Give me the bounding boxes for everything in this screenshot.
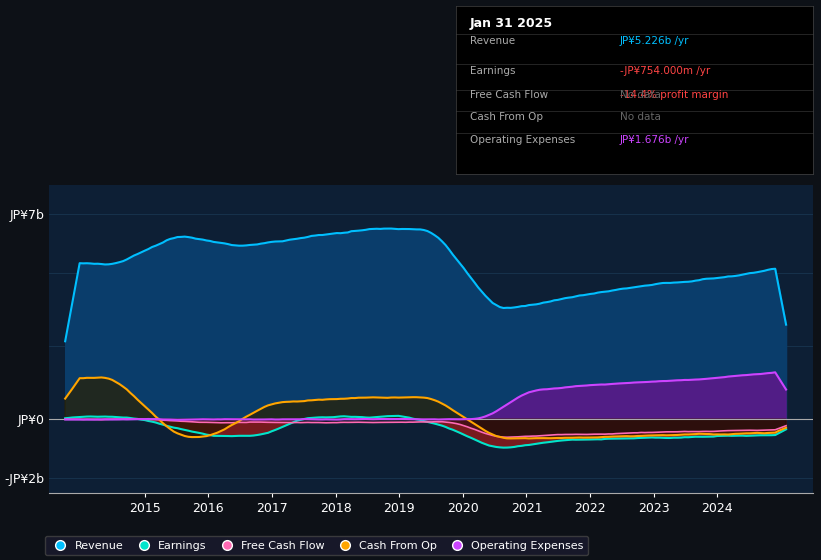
Text: Free Cash Flow: Free Cash Flow — [470, 90, 548, 100]
Text: JP¥1.676b /yr: JP¥1.676b /yr — [620, 135, 690, 145]
Text: No data: No data — [620, 90, 661, 100]
Text: -JP¥754.000m /yr: -JP¥754.000m /yr — [620, 66, 710, 76]
Text: No data: No data — [620, 111, 661, 122]
Text: Operating Expenses: Operating Expenses — [470, 135, 576, 145]
Text: JP¥5.226b /yr: JP¥5.226b /yr — [620, 36, 690, 46]
Legend: Revenue, Earnings, Free Cash Flow, Cash From Op, Operating Expenses: Revenue, Earnings, Free Cash Flow, Cash … — [45, 536, 588, 555]
Text: -14.4% profit margin: -14.4% profit margin — [620, 90, 728, 100]
Text: Earnings: Earnings — [470, 66, 516, 76]
Text: Jan 31 2025: Jan 31 2025 — [470, 17, 553, 30]
Text: Revenue: Revenue — [470, 36, 515, 46]
Text: Cash From Op: Cash From Op — [470, 111, 543, 122]
